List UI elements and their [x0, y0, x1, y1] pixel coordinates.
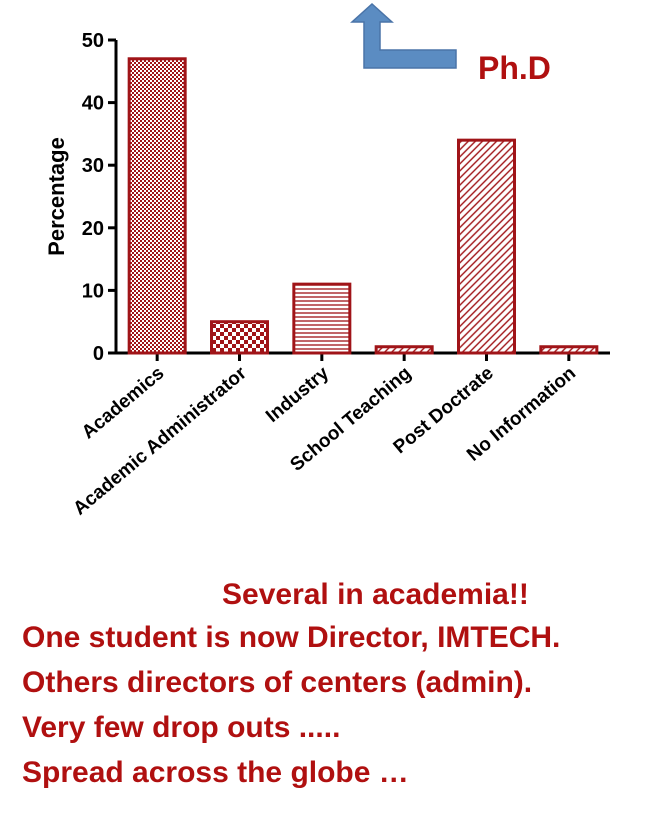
x-tick-label: Academic Administrator [70, 362, 252, 519]
y-tick-label: 10 [82, 280, 104, 302]
note-line: Spread across the globe … [22, 756, 409, 789]
bent-arrow-up-icon [350, 2, 457, 69]
bar [539, 345, 599, 355]
x-tick-label: Industry [262, 362, 333, 427]
y-tick-label: 0 [93, 343, 104, 365]
y-tick-label: 30 [82, 155, 104, 177]
phd-label: Ph.D [478, 50, 551, 86]
note-line: Very few drop outs ..... [22, 711, 341, 744]
y-tick-label: 50 [82, 30, 104, 52]
y-tick-label: 20 [82, 218, 104, 240]
y-tick-label: 40 [82, 93, 104, 115]
bar [292, 282, 352, 355]
notes-block: Several in academia!! One student is now… [22, 575, 647, 795]
bar [210, 320, 269, 355]
notes-headline: Several in academia!! [222, 578, 529, 611]
note-line: Others directors of centers (admin). [22, 666, 533, 699]
bar [457, 138, 516, 355]
note-line: One student is now Director, IMTECH. [22, 621, 561, 654]
bar [127, 57, 187, 355]
bar [374, 345, 434, 355]
y-axis-title: Percentage [44, 137, 69, 256]
